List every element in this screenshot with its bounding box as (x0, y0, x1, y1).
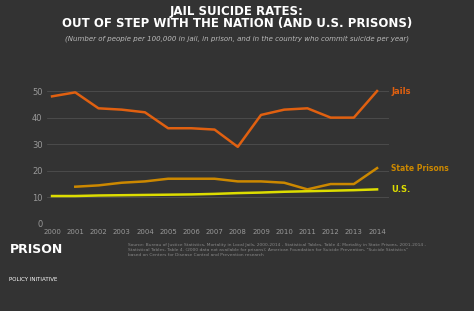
Text: OUT OF STEP WITH THE NATION (AND U.S. PRISONS): OUT OF STEP WITH THE NATION (AND U.S. PR… (62, 17, 412, 30)
Text: POLICY INITIATIVE: POLICY INITIATIVE (9, 277, 58, 282)
Text: U.S.: U.S. (391, 185, 410, 194)
Text: Jails: Jails (391, 86, 410, 95)
Text: (Number of people per 100,000 in jail, in prison, and in the country who commit : (Number of people per 100,000 in jail, i… (65, 36, 409, 42)
Text: State Prisons: State Prisons (391, 164, 449, 173)
Text: PRISON: PRISON (9, 243, 63, 256)
Text: JAIL SUICIDE RATES:: JAIL SUICIDE RATES: (170, 5, 304, 18)
Text: Source: Bureau of Justice Statistics, Mortality in Local Jails, 2000-2014 - Stat: Source: Bureau of Justice Statistics, Mo… (128, 243, 426, 257)
